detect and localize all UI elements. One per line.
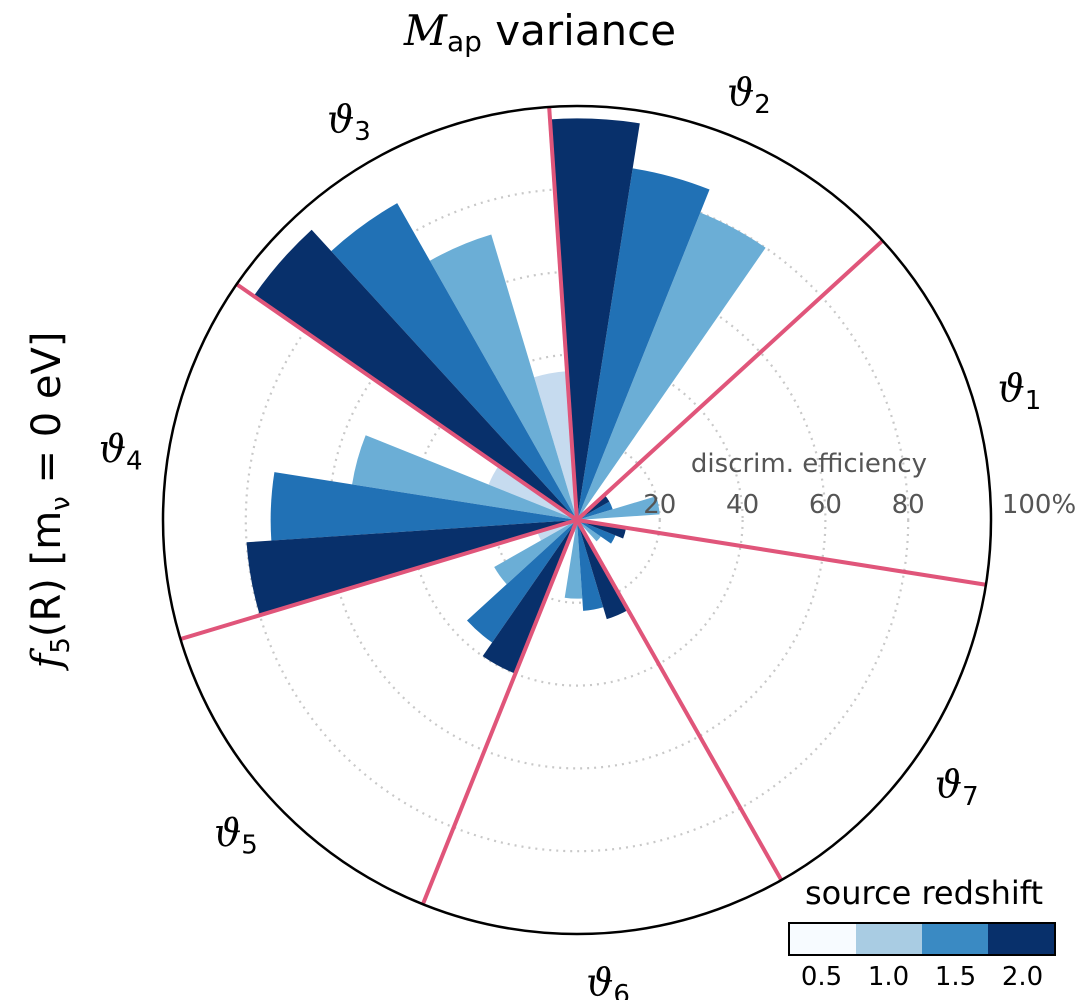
outer-circle (161, 104, 993, 936)
bar-ϑ5-2.0 (482, 520, 577, 674)
bar-ϑ5-1.5 (466, 520, 577, 643)
grid-circle (410, 353, 744, 687)
colorbar-tick-label: 2.0 (1001, 962, 1044, 992)
colorbar-tick-label: 1.0 (867, 962, 910, 992)
title-subscript: ap (446, 25, 482, 58)
bar-ϑ5-0.5 (537, 520, 577, 541)
sector-divider (235, 282, 579, 522)
sector-divider (575, 239, 884, 522)
colorbar-swatch (790, 924, 856, 954)
sector-label: ϑ6 (586, 960, 630, 1000)
colorbar-ticks: 0.5 1.0 1.5 2.0 (788, 962, 1056, 992)
colorbar-swatch (856, 924, 922, 954)
title-symbol: M (403, 6, 447, 55)
grid-circle (244, 187, 910, 853)
sector-label: ϑ1 (998, 366, 1042, 416)
sector-label: ϑ3 (327, 97, 371, 147)
bar-ϑ6-1.5 (577, 520, 604, 611)
bar-ϑ7-1.5 (577, 520, 616, 544)
colorbar-tick-label: 1.5 (934, 962, 977, 992)
bar-ϑ7-2.0 (577, 520, 627, 539)
colorbar-tick-label: 0.5 (800, 962, 843, 992)
bar-ϑ3-1.0 (429, 234, 577, 520)
colorbar-swatch (922, 924, 988, 954)
bar-ϑ4-1.0 (352, 435, 577, 520)
bar-ϑ3-1.5 (331, 203, 577, 520)
bar-ϑ2-1.0 (577, 212, 766, 520)
sector-divider (576, 518, 987, 587)
sector-label: ϑ2 (727, 70, 771, 120)
sector-label: ϑ7 (935, 762, 979, 812)
bar-ϑ4-1.5 (270, 472, 577, 541)
radial-tick-label: 60 (809, 490, 842, 520)
bar-ϑ2-2.0 (549, 118, 640, 521)
colorbar (788, 922, 1056, 956)
title-rest: variance (495, 6, 677, 55)
bar-ϑ3-2.0 (253, 229, 577, 520)
sector-label: ϑ5 (214, 811, 258, 861)
colorbar-swatch (988, 924, 1054, 954)
bar-ϑ1-1.0 (577, 496, 660, 520)
sector-divider (179, 518, 578, 641)
bar-ϑ1-1.5 (577, 501, 613, 520)
sector-divider (575, 519, 784, 882)
chart-title: Map variance (0, 6, 1080, 58)
sector-divider (421, 519, 579, 905)
bar-ϑ6-1.0 (564, 520, 583, 599)
bar-ϑ3-0.5 (534, 371, 577, 520)
sector-label: ϑ4 (99, 427, 143, 477)
radial-axis-label: discrim. efficiency (691, 449, 927, 479)
radial-tick-label: 20 (643, 490, 676, 520)
radial-tick-label: 100% (1002, 490, 1076, 520)
radial-tick-label: 40 (726, 490, 759, 520)
bar-ϑ2-1.5 (577, 168, 710, 520)
colorbar-title: source redshift (805, 874, 1043, 912)
sector-divider (547, 106, 579, 521)
bar-ϑ5-1.0 (494, 520, 577, 585)
radial-tick-label: 80 (892, 490, 925, 520)
bar-ϑ7-1.0 (577, 520, 601, 542)
